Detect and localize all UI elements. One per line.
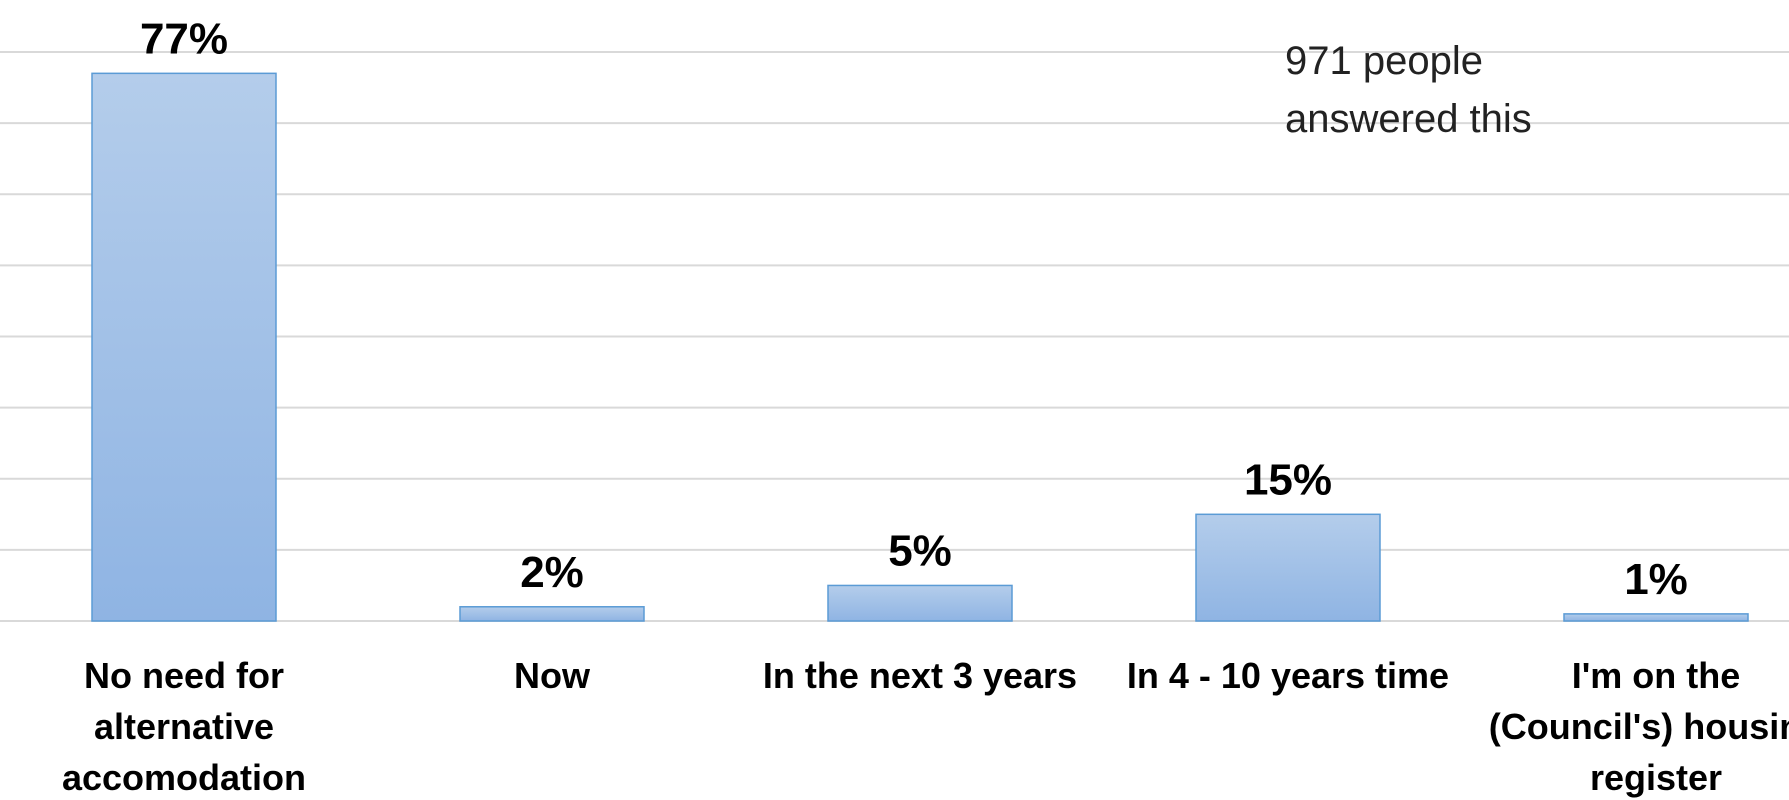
category-label: No need for alternative accomodation xyxy=(62,655,306,798)
bar xyxy=(91,72,277,622)
note-line: answered this xyxy=(1285,97,1532,141)
category-labels: No need for alternative accomodation Now In … xyxy=(62,655,1789,798)
data-label: 5% xyxy=(888,526,952,575)
category-label-line: In 4 - 10 years time xyxy=(1127,655,1449,696)
category-label-line: In the next 3 years xyxy=(763,655,1077,696)
category-label: I'm on the (Council's) housing register xyxy=(1489,655,1789,798)
category-label: Now xyxy=(514,655,591,696)
respondent-note: 971 people answered this xyxy=(1285,39,1532,141)
category-label: In 4 - 10 years time xyxy=(1127,655,1449,696)
bar xyxy=(827,584,1013,622)
data-label: 2% xyxy=(520,548,584,597)
bars xyxy=(91,72,1749,622)
category-label: In the next 3 years xyxy=(763,655,1077,696)
category-label-line: No need for xyxy=(84,655,284,696)
respondent-count-note: 971 people answered this xyxy=(1285,39,1532,141)
data-labels: 77% 2% 5% 15% 1% xyxy=(140,14,1688,604)
category-label-line: alternative xyxy=(94,706,274,747)
note-line: 971 people xyxy=(1285,39,1483,83)
category-label-line: register xyxy=(1590,757,1722,798)
bar xyxy=(1563,613,1749,622)
data-label: 77% xyxy=(140,14,228,63)
bar xyxy=(459,606,645,622)
category-label-line: I'm on the xyxy=(1572,655,1741,696)
data-label: 1% xyxy=(1624,555,1688,604)
category-label-line: accomodation xyxy=(62,757,306,798)
category-label-line: Now xyxy=(514,655,591,696)
data-label: 15% xyxy=(1244,455,1332,504)
category-label-line: (Council's) housing xyxy=(1489,706,1789,747)
gridlines xyxy=(0,51,1789,622)
bar xyxy=(1195,513,1381,622)
